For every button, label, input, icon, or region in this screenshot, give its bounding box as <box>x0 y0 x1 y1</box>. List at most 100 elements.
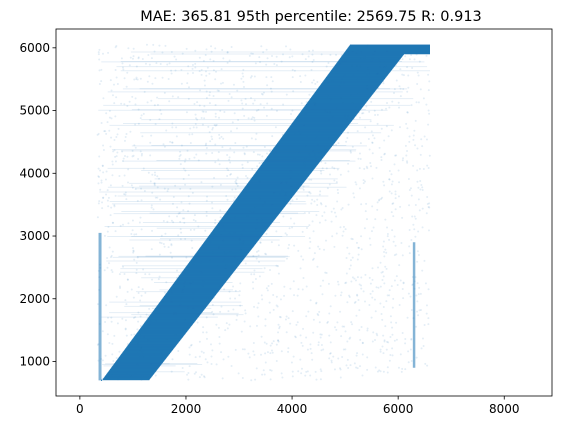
scatter-point <box>178 155 181 158</box>
scatter-point <box>150 204 153 207</box>
scatter-point <box>132 55 135 58</box>
scatter-point <box>179 187 182 190</box>
dense-band-strip <box>248 182 304 184</box>
scatter-point <box>114 68 117 71</box>
scatter-point <box>188 157 191 160</box>
scatter-point <box>292 192 295 195</box>
dense-band-strip <box>174 281 226 284</box>
scatter-point <box>214 124 217 127</box>
scatter-point <box>204 144 207 147</box>
scatter-point <box>205 210 208 213</box>
scatter-point <box>168 62 171 65</box>
scatter-point <box>174 184 177 187</box>
dense-band-strip <box>192 257 245 260</box>
scatter-point <box>115 136 118 139</box>
dense-band-strip <box>185 267 237 269</box>
scatter-point <box>199 269 202 272</box>
scatter-point <box>309 192 312 195</box>
scatter-point <box>262 369 265 372</box>
scatter-point <box>140 187 143 190</box>
scatter-point <box>410 54 413 57</box>
scatter-point <box>297 370 300 373</box>
scatter-point <box>179 228 182 231</box>
scatter-point <box>170 244 173 247</box>
scatter-point <box>402 157 405 160</box>
scatter-point <box>221 377 224 380</box>
scatter-point <box>269 344 272 347</box>
scatter-point <box>323 211 326 214</box>
scatter-point <box>177 96 180 99</box>
scatter-point <box>201 123 204 126</box>
scatter-point <box>334 294 337 297</box>
dense-band-strip <box>245 186 301 188</box>
scatter-point <box>272 340 275 343</box>
scatter-point <box>224 266 227 269</box>
scatter-point <box>136 256 139 259</box>
scatter-point <box>368 276 371 279</box>
scatter-point <box>419 308 422 311</box>
scatter-point <box>219 310 222 313</box>
dense-band-strip <box>211 231 265 233</box>
scatter-point <box>120 102 123 105</box>
scatter-point <box>149 354 152 357</box>
scatter-point <box>349 149 352 152</box>
scatter-point <box>289 48 292 51</box>
scatter-point <box>419 179 422 182</box>
scatter-point <box>208 94 211 97</box>
scatter-point <box>196 101 199 104</box>
scatter-point <box>407 361 410 364</box>
scatter-point <box>181 288 184 291</box>
dense-band-strip <box>143 323 194 325</box>
scatter-point <box>171 202 174 205</box>
dense-band-strip <box>116 359 165 362</box>
scatter-point <box>224 329 227 332</box>
dense-band-strip <box>266 157 323 159</box>
dense-band-strip <box>177 277 229 280</box>
scatter-point <box>378 58 381 61</box>
dense-band-strip <box>274 146 331 149</box>
scatter-point <box>210 45 213 48</box>
dense-band-strip <box>204 241 257 244</box>
dense-band-strip <box>341 55 403 58</box>
dense-band-strip <box>309 98 369 101</box>
scatter-point <box>311 81 314 84</box>
scatter-point <box>316 203 319 206</box>
dense-band-strip <box>317 88 377 91</box>
scatter-point <box>162 219 165 222</box>
dense-band-strip <box>251 177 308 179</box>
scatter-point <box>312 331 315 334</box>
scatter-point <box>369 120 372 123</box>
scatter-point <box>252 254 255 257</box>
scatter-point <box>347 114 350 117</box>
scatter-point <box>111 250 114 253</box>
scatter-point <box>358 152 361 155</box>
scatter-point <box>168 100 171 103</box>
dense-band-strip <box>146 320 196 322</box>
scatter-point <box>129 130 132 133</box>
scatter-point <box>121 66 124 69</box>
scatter-point <box>202 326 205 329</box>
scatter-point <box>277 323 280 326</box>
scatter-point <box>271 54 274 57</box>
dense-band-strip <box>186 265 239 267</box>
scatter-point <box>228 59 231 62</box>
scatter-point <box>348 252 351 255</box>
scatter-point <box>227 99 230 102</box>
dense-band-strip <box>319 85 379 88</box>
dense-band-strip <box>208 235 262 238</box>
dense-band-strip <box>225 212 280 214</box>
scatter-point <box>164 232 167 235</box>
dense-band-strip <box>235 198 291 201</box>
scatter-point <box>131 95 134 98</box>
scatter-point <box>410 338 413 341</box>
scatter-point <box>156 196 159 199</box>
scatter-point <box>310 202 313 205</box>
scatter-point <box>148 63 151 66</box>
scatter-point <box>321 167 324 170</box>
dense-band-strip <box>189 261 242 263</box>
scatter-point <box>319 336 322 339</box>
scatter-point <box>217 232 220 235</box>
scatter-point <box>163 187 166 190</box>
scatter-point <box>414 217 417 220</box>
scatter-point <box>142 112 145 115</box>
